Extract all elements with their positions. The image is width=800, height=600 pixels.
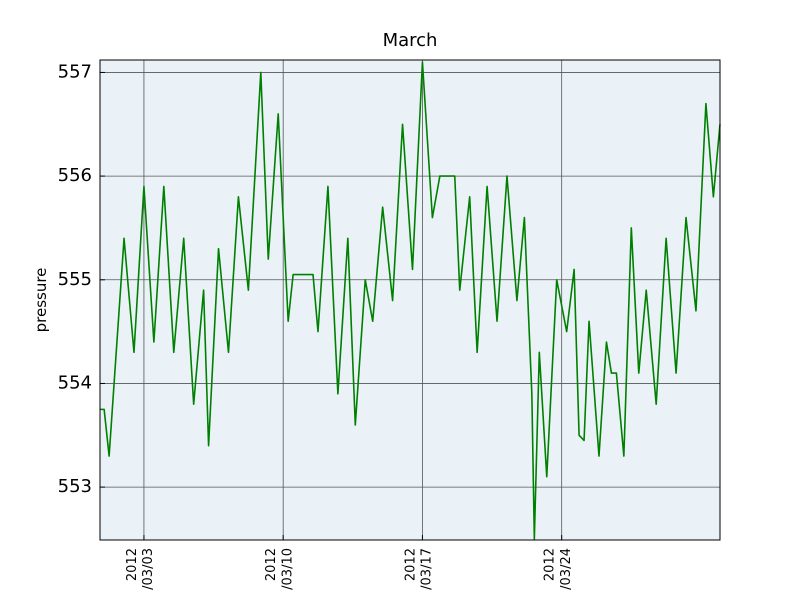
- tick-label-line: 2012: [125, 548, 140, 581]
- chart-title: March: [383, 30, 438, 51]
- data-line: [100, 61, 721, 540]
- tick-label-line: /03/03: [141, 548, 156, 590]
- y-tick-label: 557: [58, 61, 92, 82]
- x-tick-label: 2012/03/17: [403, 548, 434, 590]
- tick-label-line: /03/10: [280, 548, 295, 590]
- x-tick-label: 2012/03/03: [125, 548, 156, 590]
- axes-frame: [99, 59, 721, 541]
- y-tick-label: 554: [58, 372, 92, 393]
- x-tick-label: 2012/03/10: [264, 548, 295, 590]
- y-tick-label: 553: [58, 476, 92, 497]
- y-tick-label: 555: [58, 269, 92, 290]
- tick-label-line: 2012: [403, 548, 418, 581]
- y-tick-label: 556: [58, 165, 92, 186]
- tick-label-line: /03/24: [559, 548, 574, 590]
- x-tick-label: 2012/03/24: [543, 548, 574, 590]
- tick-label-line: 2012: [264, 548, 279, 581]
- plot-background: [100, 60, 720, 540]
- series: [100, 61, 721, 540]
- tick-label-line: 2012: [543, 548, 558, 581]
- y-axis-label: pressure: [32, 268, 50, 333]
- grid: [100, 60, 720, 540]
- tick-label-line: /03/17: [420, 548, 435, 590]
